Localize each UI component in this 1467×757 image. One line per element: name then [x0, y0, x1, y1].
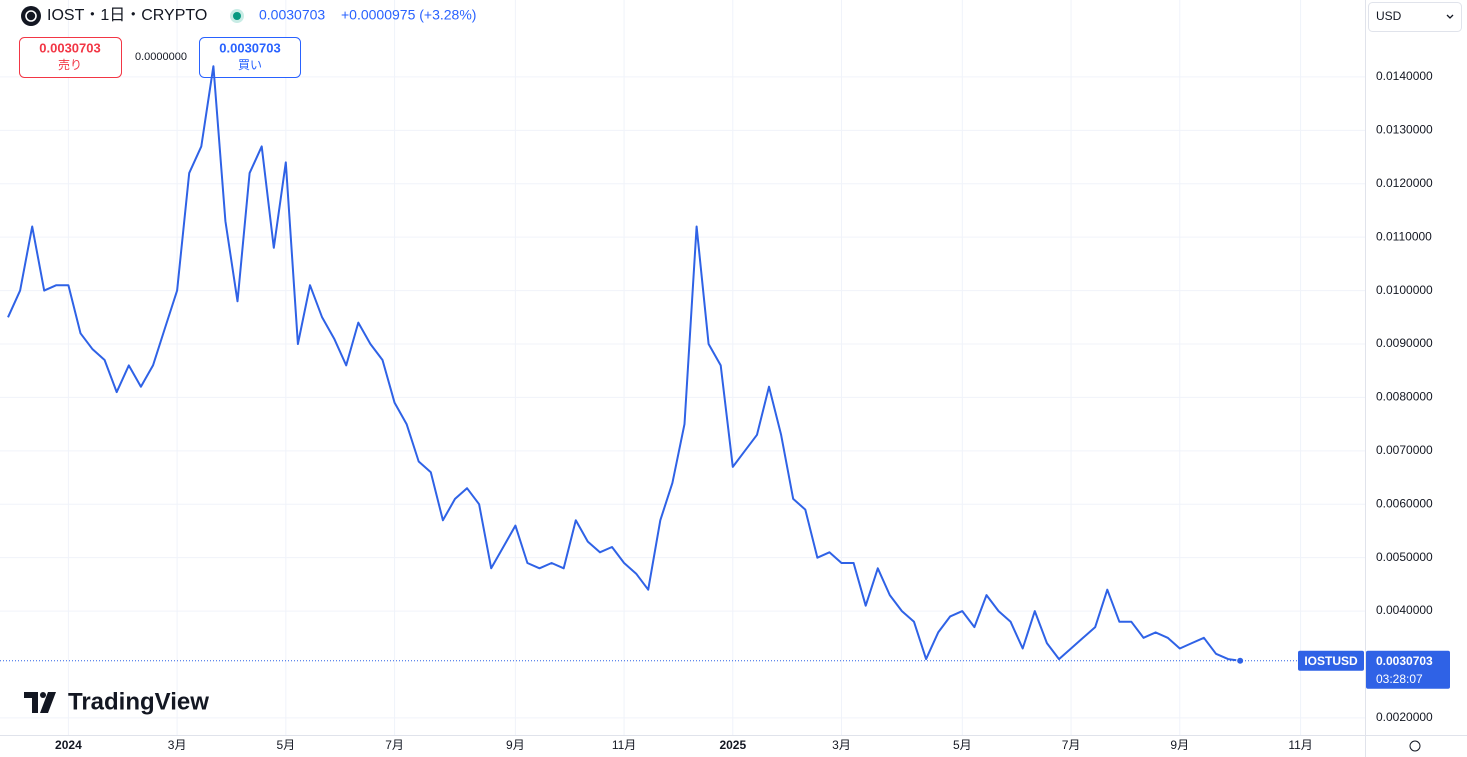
x-tick-label: 3月 — [168, 738, 187, 752]
last-price: 0.0030703 — [259, 7, 325, 23]
price-change: +0.0000975 (+3.28%) — [341, 7, 476, 23]
x-tick-label: 11月 — [612, 738, 636, 752]
countdown: 03:28:07 — [1376, 672, 1423, 686]
x-tick-label: 5月 — [953, 738, 972, 752]
ticker-label: IOSTUSD — [1304, 654, 1358, 668]
buy-label[interactable]: 買い — [238, 58, 262, 72]
x-tick-label: 7月 — [1062, 738, 1081, 752]
y-tick-label: 0.0050000 — [1376, 550, 1433, 564]
x-tick-label: 2025 — [719, 738, 746, 752]
y-tick-label: 0.0090000 — [1376, 336, 1433, 350]
x-tick-label: 9月 — [506, 738, 525, 752]
ticker-tag — [1298, 650, 1364, 671]
sell-button[interactable] — [19, 37, 122, 78]
sell-price[interactable]: 0.0030703 — [39, 40, 100, 55]
price-tag — [1366, 650, 1450, 689]
price-tag-value: 0.0030703 — [1376, 654, 1433, 668]
market-status — [233, 12, 241, 20]
y-tick-label: 0.0040000 — [1376, 603, 1433, 617]
logo-text: TradingView — [68, 688, 209, 715]
price-line — [7, 65, 1241, 662]
x-tick-label: 11月 — [1288, 738, 1312, 752]
y-tick-label: 0.0140000 — [1376, 69, 1433, 83]
grid — [0, 0, 1365, 735]
symbol-title: IOST・1日・CRYPTO — [47, 7, 207, 24]
y-tick-label: 0.0100000 — [1376, 283, 1433, 297]
x-tick-label: 3月 — [832, 738, 851, 752]
spread: 0.0000000 — [135, 51, 187, 63]
x-tick-label: 2024 — [55, 738, 82, 752]
symbol-icon — [25, 10, 37, 22]
x-tick-label: 7月 — [385, 738, 404, 752]
buy-price[interactable]: 0.0030703 — [219, 40, 280, 55]
y-tick-label: 0.0020000 — [1376, 710, 1433, 724]
dropdown-arrow[interactable] — [1446, 14, 1454, 19]
y-tick-label: 0.0080000 — [1376, 390, 1433, 404]
logo-icon — [24, 692, 56, 713]
settings-icon[interactable] — [1409, 740, 1421, 752]
currency[interactable]: USD — [1376, 9, 1402, 23]
plot: IOSTUSD 0.0030703 03:28:07 — [7, 65, 1450, 689]
y-tick-label: 0.0130000 — [1376, 123, 1433, 137]
y-tick-label: 0.0070000 — [1376, 443, 1433, 457]
logo-icon — [40, 692, 46, 698]
currency-select[interactable] — [1368, 2, 1462, 32]
sell-label[interactable]: 売り — [58, 57, 82, 72]
y-tick-label: 0.0120000 — [1376, 176, 1433, 190]
y-tick-label: 0.0110000 — [1376, 229, 1432, 243]
x-tick-label: 5月 — [276, 738, 295, 752]
symbol-icon — [21, 6, 41, 26]
buy-button[interactable] — [199, 37, 301, 78]
last-point — [1236, 656, 1245, 665]
x-tick-label: 9月 — [1170, 738, 1189, 752]
y-tick-label: 0.0060000 — [1376, 496, 1433, 510]
